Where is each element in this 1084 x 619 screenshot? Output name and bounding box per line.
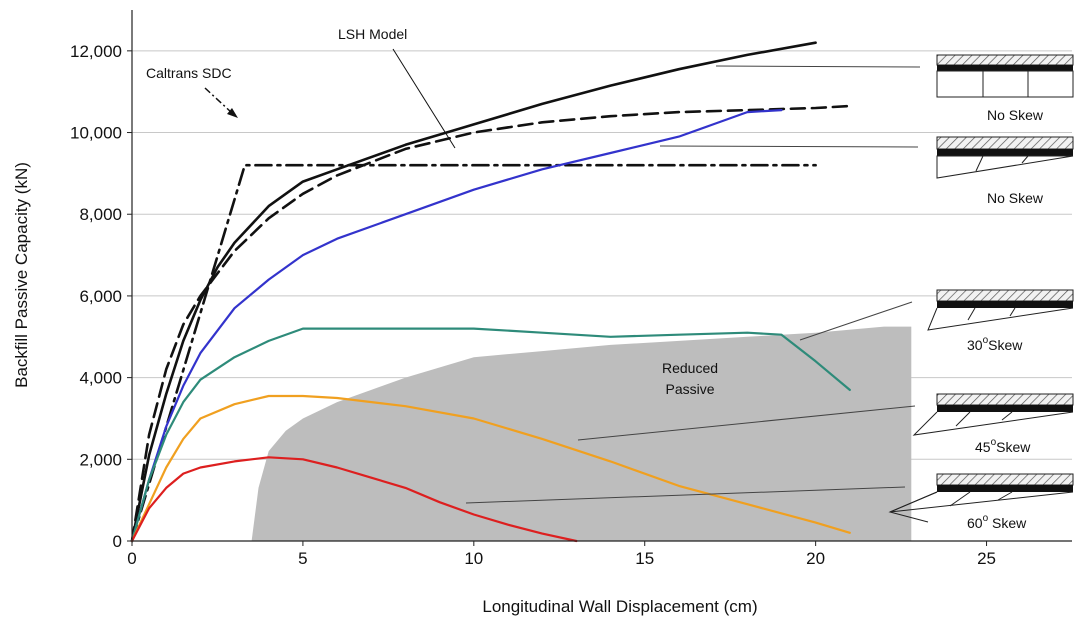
x-axis-title: Longitudinal Wall Displacement (cm) [482,597,757,616]
annotation-reduced-passive: Reduced Passive [662,360,718,397]
series-line-1 [130,41,817,543]
x-tick-label: 20 [806,549,825,568]
horizontal-gridlines [132,50,1072,460]
leader-line [799,301,913,341]
lsh-leader-line [392,48,456,149]
caltrans-leader-line [204,87,233,114]
skew-leader-lines [465,65,921,504]
y-axis-title: Backfill Passive Capacity (kN) [12,162,31,388]
x-tick-label: 0 [127,549,136,568]
tick-labels: 0 2,000 4,000 6,000 8,000 10,000 12,000 0 5 10 15 2… [70,42,996,568]
y-tick-label: 4,000 [79,369,122,388]
x-tick-label: 15 [635,549,654,568]
series-line-3 [130,163,817,543]
caltrans-sdc-label: Caltrans SDC [146,65,232,81]
series-line-6 [130,394,851,543]
skew-label-60: 60o Skew [967,513,1027,531]
y-tick-label: 8,000 [79,205,122,224]
series-line-7 [130,456,578,543]
series-line-5 [130,327,851,543]
skew-label-30: 30oSkew [967,335,1023,353]
skew-label-2: No Skew [987,190,1044,206]
skew-label-45: 45oSkew [975,437,1031,455]
skew-diagram-45 [912,393,1074,436]
reduced-passive-label-line1: Reduced [662,360,718,376]
axes [127,10,1072,546]
x-tick-label: 25 [977,549,996,568]
x-tick-label: 10 [464,549,483,568]
x-tick-label: 5 [298,549,307,568]
skew-diagram-no-skew-taper [936,136,1074,179]
annotation-caltrans: Caltrans SDC [146,65,238,118]
y-tick-label: 2,000 [79,450,122,469]
y-tick-label: 12,000 [70,42,122,61]
skew-diagram-60 [888,473,1074,523]
skew-diagram-no-skew-rect [936,54,1074,98]
series-lines [130,41,852,543]
annotation-lsh: LSH Model [338,26,456,149]
y-tick-label: 10,000 [70,124,122,143]
caltrans-arrowhead [227,108,238,118]
leader-line [659,145,919,148]
reduced-passive-label-line2: Passive [665,381,714,397]
skew-label-1: No Skew [987,107,1044,123]
y-tick-label: 6,000 [79,287,122,306]
lsh-model-label: LSH Model [338,26,407,42]
series-line-2 [130,104,852,543]
leader-line [577,405,916,441]
y-tick-label: 0 [113,532,122,551]
leader-line [715,65,921,68]
reduced-passive-region [251,326,912,541]
skew-diagram-30 [927,289,1074,331]
series-line-4 [130,109,783,543]
leader-line [465,486,906,504]
